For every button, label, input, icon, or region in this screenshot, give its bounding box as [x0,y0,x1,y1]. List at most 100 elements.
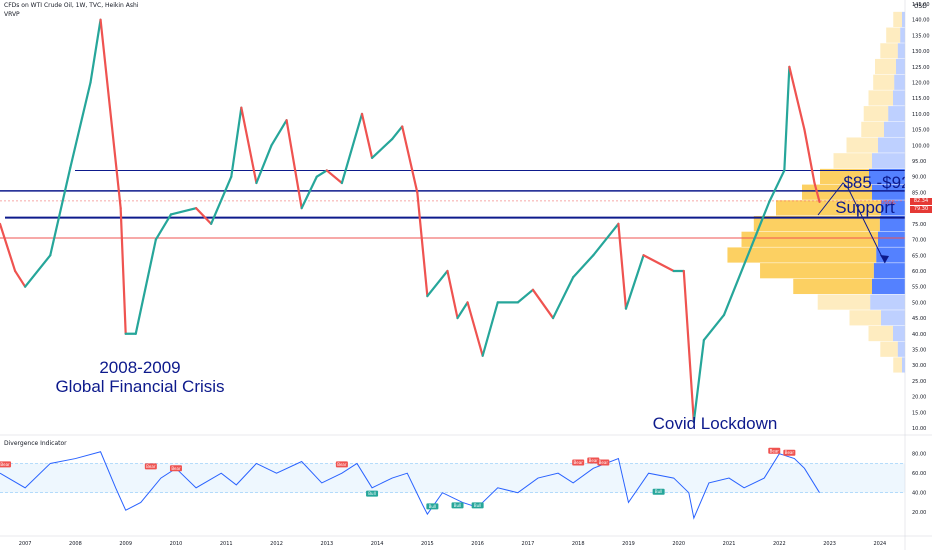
price-segment [516,288,535,304]
x-tick-label: 2020 [672,541,685,547]
vp-volume-bar [893,90,905,106]
price-segment [69,81,92,169]
bull-badge-bg [366,490,379,497]
price-segment [99,18,122,210]
osc-y-tick-label: 80.00 [912,452,926,458]
vp-value-area-bar [760,263,874,279]
vp-value-area-bar [793,278,872,295]
price-segment [551,276,575,320]
secondary-price-tag: 79.30 [910,206,932,213]
vp-volume-bar [879,216,905,232]
price-segment [270,119,288,147]
vp-value-area-bar [875,58,896,75]
price-segment [340,112,364,185]
price-segment [783,65,791,172]
price-segment [531,288,555,320]
bear-badge: Bear [335,461,348,468]
vp-volume-bar [878,137,905,153]
price-segment [210,175,233,225]
vp-value-area-bar [880,341,898,357]
bear-badge: Bear [0,461,12,468]
price-segment [240,106,258,185]
bear-badge-label: Bear [785,450,795,455]
price-segment [788,65,806,131]
x-tick-label: 2014 [371,541,384,547]
vp-value-area-bar [802,184,872,200]
bear-badge-label: Bear [0,462,10,467]
price-segment [617,222,628,310]
price-segment [692,338,705,423]
y-tick-label: 35.00 [912,347,926,353]
bear-badge-label: Bear [171,466,181,471]
price-segment [481,301,499,357]
bull-badge-bg [451,502,464,509]
annotation-gfc-label: Global Financial Crisis [55,377,224,396]
vp-value-area-bar [861,121,884,137]
annotation-support: Support [835,198,895,217]
price-segment [119,207,127,335]
bear-badge: Bear [768,447,781,454]
y-tick-label: 130.00 [912,49,930,55]
x-tick-label: 2007 [19,541,32,547]
y-tick-label: 110.00 [912,112,930,118]
vp-value-area-bar [753,216,880,232]
bear-badge-label: Bear [599,460,609,465]
y-tick-label: 100.00 [912,143,930,149]
price-segment [768,169,786,203]
x-tick-label: 2018 [572,541,585,547]
x-tick-label: 2015 [421,541,434,547]
osc-y-tick-label: 20.00 [912,510,926,516]
current-price-tag: 82.34 [910,198,932,205]
bear-badge: Bear [572,459,585,466]
osc-y-tick-label: 40.00 [912,491,926,497]
bear-badge-bg [335,461,348,468]
vp-value-area-bar [863,106,889,122]
annotation-covid: Covid Lockdown [653,414,778,433]
y-tick-label: 55.00 [912,285,926,291]
y-tick-label: 70.00 [912,238,926,244]
price-segment [13,269,27,288]
vp-value-area-bar [833,153,872,169]
vp-value-area-bar [820,168,869,185]
price-segment [194,207,213,225]
x-tick-label: 2016 [471,541,484,547]
y-tick-label: 85.00 [912,190,926,196]
x-tick-label: 2024 [873,541,886,547]
vp-value-area-bar [893,357,902,373]
bear-badge-bg [587,457,600,464]
y-tick-label: 140.00 [912,18,930,24]
y-tick-label: 125.00 [912,65,930,71]
price-segment [466,301,484,357]
price-segment [360,112,374,159]
y-tick-label: 65.00 [912,253,926,259]
y-tick-label: 95.00 [912,159,926,165]
vp-volume-bar [873,263,905,279]
price-segment [49,166,72,257]
bull-badge-label: Bull [474,503,482,508]
x-tick-label: 2022 [773,541,786,547]
symbol-label: USOIL [881,200,896,206]
price-segment [572,254,595,279]
vp-volume-bar [894,74,905,90]
price-segment [230,106,243,178]
vp-volume-bar [878,231,905,247]
volume-profile [727,11,905,373]
x-tick-label: 2008 [69,541,82,547]
price-segment [416,191,429,298]
vp-value-area-bar [886,27,901,43]
price-segment [642,254,675,273]
price-segment [154,213,173,241]
indicator-label: VRVP [4,11,20,18]
price-segment [813,181,821,203]
vp-volume-bar [869,168,905,185]
bear-badge-bg [169,465,182,472]
x-tick-label: 2017 [522,541,535,547]
vp-value-area-bar [727,247,877,263]
bull-badge-label: Bull [429,504,437,509]
vp-value-area-bar [893,11,902,28]
price-segment [722,238,756,317]
